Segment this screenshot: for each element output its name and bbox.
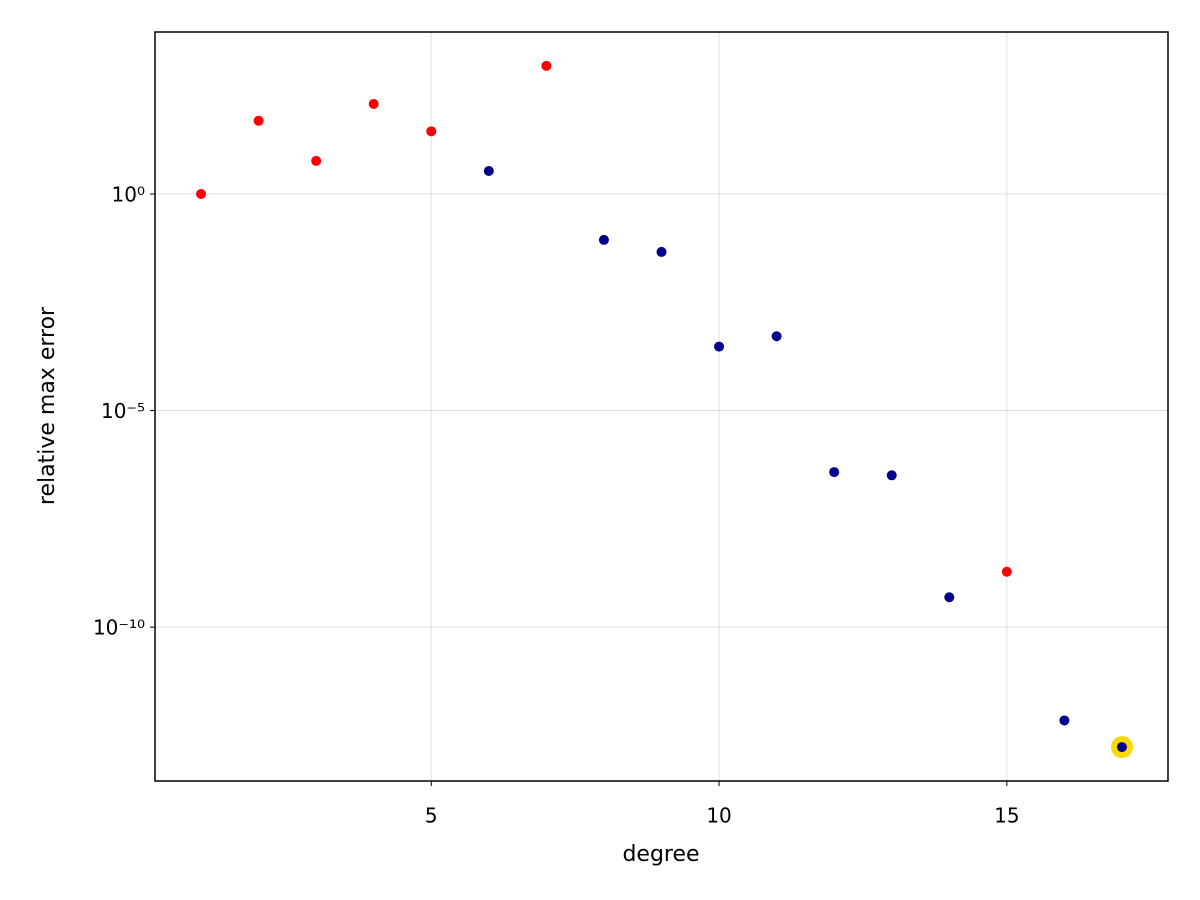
point (541, 60, 552, 71)
y-tick-label: 10⁰ (112, 183, 145, 207)
point (253, 115, 264, 126)
x-tick-label: 15 (994, 804, 1019, 828)
point (1116, 742, 1127, 753)
point (944, 592, 955, 603)
point (829, 467, 840, 478)
point (598, 234, 609, 245)
x-tick-label: 5 (425, 804, 438, 828)
point (196, 189, 207, 200)
x-tick-label: 10 (706, 804, 731, 828)
point (886, 470, 897, 481)
y-tick-label: 10⁻⁵ (101, 399, 145, 423)
point (483, 165, 494, 176)
y-tick-label: 10⁻¹⁰ (93, 616, 145, 640)
point (368, 98, 379, 109)
point (1001, 566, 1012, 577)
point (426, 126, 437, 137)
point (656, 246, 667, 257)
point (714, 341, 725, 352)
x-axis-label: degree (622, 842, 699, 867)
point (771, 331, 782, 342)
point (311, 155, 322, 166)
plot-frame (154, 31, 1169, 782)
y-axis-label: relative max error (35, 306, 60, 505)
point (1059, 715, 1070, 726)
